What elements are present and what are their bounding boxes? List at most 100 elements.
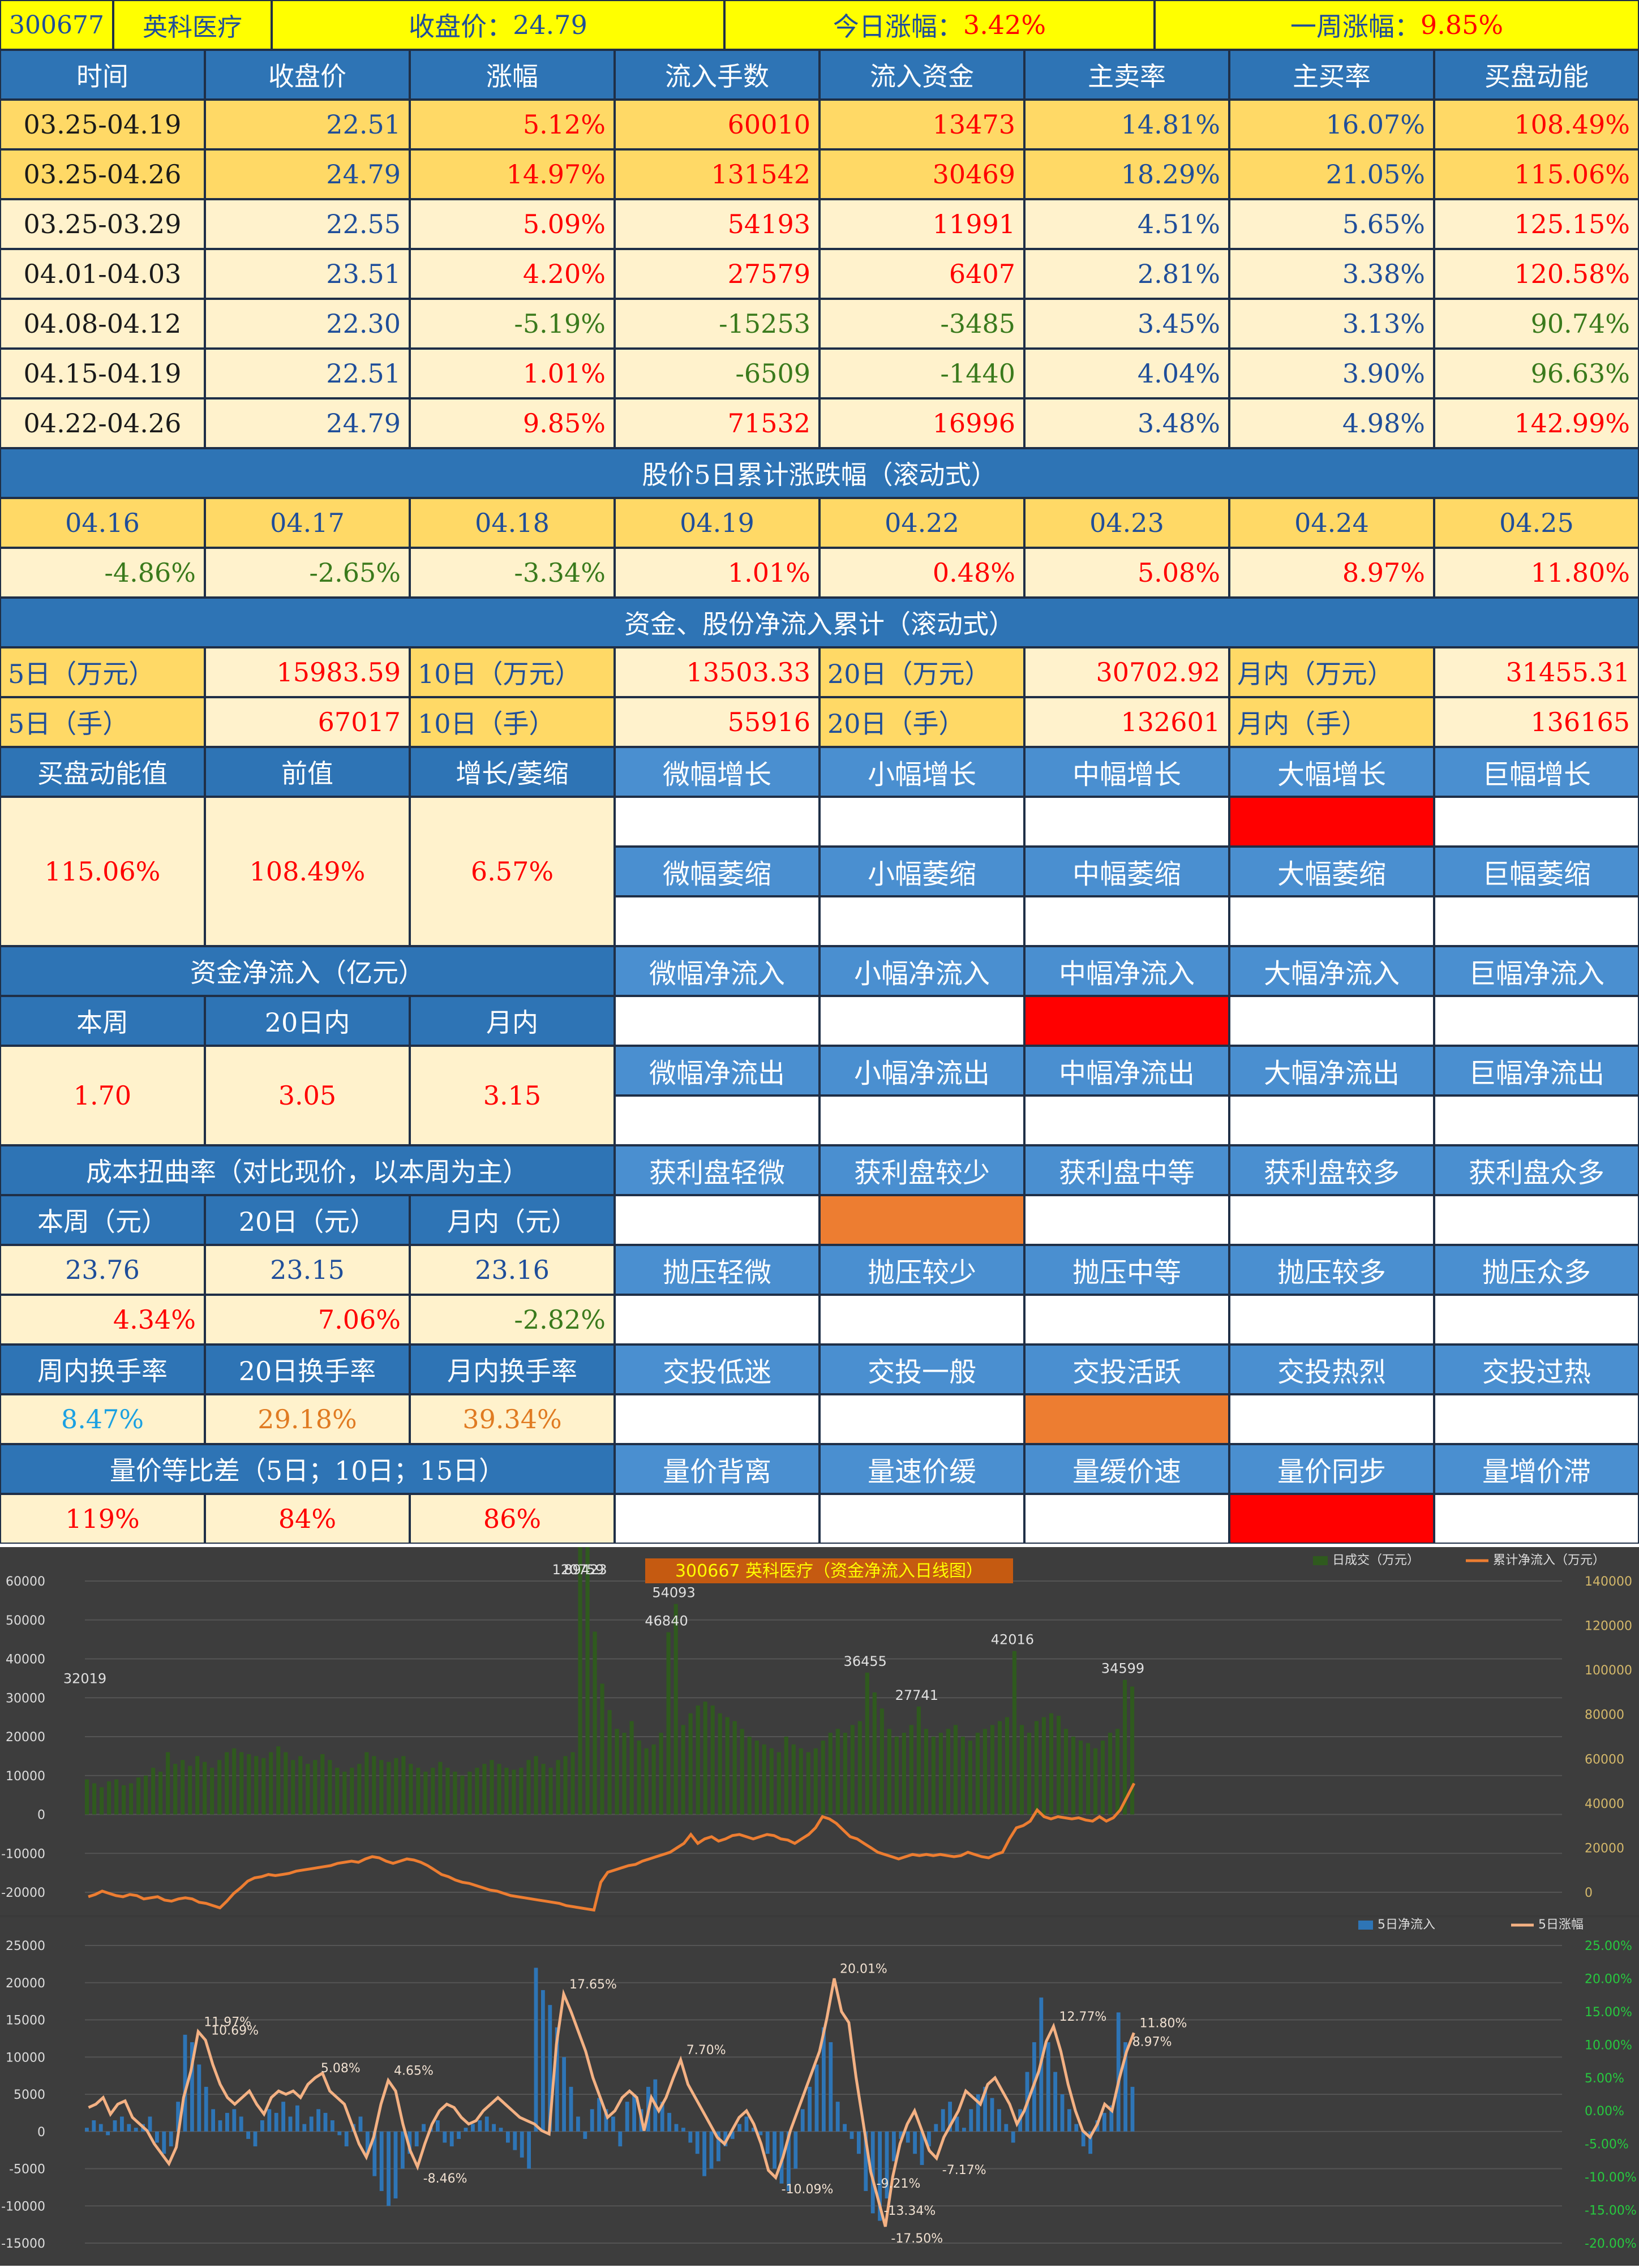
- legend-swatch-bar: [1313, 1556, 1328, 1565]
- bar: [570, 1752, 575, 1815]
- level-label: 交投过热: [1434, 1345, 1639, 1394]
- table-cell: 131542: [615, 149, 820, 199]
- level-indicator: [820, 797, 1024, 847]
- cost-title: 成本扭曲率（对比现价，以本周为主）: [0, 1145, 615, 1195]
- table-cell: 14.97%: [410, 149, 615, 199]
- line-value-label: 8.97%: [1132, 2035, 1172, 2049]
- bar: [931, 1737, 936, 1815]
- bar: [990, 1725, 995, 1815]
- bar: [976, 2094, 980, 2132]
- bar: [372, 1756, 376, 1815]
- rolling5-date: 04.17: [205, 498, 410, 548]
- line-value-label: -7.17%: [942, 2163, 986, 2177]
- level-indicator: [1229, 1394, 1434, 1444]
- bar: [899, 2131, 903, 2139]
- level-indicators: [615, 1096, 1639, 1145]
- bar: [870, 2131, 875, 2214]
- level-label: 大幅增长: [1229, 747, 1434, 797]
- bar: [740, 1729, 744, 1815]
- bar: [776, 1752, 781, 1815]
- bar: [920, 2131, 924, 2165]
- column-header: 收盘价: [205, 50, 410, 100]
- bar: [615, 1729, 619, 1815]
- bar: [158, 1771, 163, 1815]
- level-label: 大幅萎缩: [1229, 847, 1434, 896]
- right-tick-label: 15.00%: [1585, 2005, 1632, 2020]
- bar: [475, 1768, 479, 1815]
- level-indicators: [615, 896, 1639, 946]
- bar: [916, 1706, 921, 1815]
- bar: [765, 2131, 770, 2154]
- bar: [155, 2131, 159, 2143]
- level-label: 交投一般: [820, 1345, 1024, 1394]
- bar: [625, 2102, 629, 2132]
- bar: [490, 1760, 494, 1815]
- bar: [702, 2131, 707, 2176]
- bar: [148, 2116, 152, 2132]
- bar: [457, 2131, 461, 2139]
- table-cell: -15253: [615, 299, 820, 349]
- table-cell: 9.85%: [410, 398, 615, 448]
- cost-rate: 7.06%: [205, 1295, 410, 1345]
- bar: [600, 1683, 604, 1815]
- right-tick-label: 10.00%: [1585, 2038, 1632, 2052]
- level-label: 抛压轻微: [615, 1245, 820, 1295]
- bar: [288, 2116, 293, 2132]
- rolling5-date: 04.23: [1024, 498, 1229, 548]
- table-cell: 22.30: [205, 299, 410, 349]
- line-value-label: 7.70%: [687, 2043, 726, 2057]
- bar: [464, 2128, 468, 2132]
- right-tick-label: 100000: [1585, 1664, 1632, 1678]
- level-indicator: [615, 996, 820, 1046]
- bar-value-label: 27741: [895, 1687, 938, 1703]
- bar: [1041, 1717, 1046, 1815]
- bar: [1011, 2131, 1015, 2143]
- bar: [1093, 1748, 1098, 1815]
- bar: [134, 2128, 138, 2132]
- bar: [254, 1756, 259, 1815]
- bar: [710, 1706, 715, 1815]
- line-value-label: 17.65%: [569, 1978, 617, 1992]
- level-indicator: [1024, 1394, 1229, 1444]
- weekly-table: 时间 收盘价 涨幅 流入手数 流入资金 主卖率 主买率 买盘动能 03.25-04.19 22.…: [0, 50, 1639, 448]
- bar: [850, 1725, 855, 1815]
- bar: [769, 1748, 774, 1815]
- level-indicator: [615, 1096, 820, 1145]
- table-cell: -6509: [615, 349, 820, 398]
- column-header: 流入手数: [615, 50, 820, 100]
- bar: [1100, 1740, 1105, 1815]
- netflow-label: 5日（万元）: [0, 647, 205, 697]
- level-labels: 微幅净流入 小幅净流入 中幅净流入 大幅净流入 巨幅净流入: [615, 946, 1639, 996]
- level-indicator: [1434, 996, 1639, 1046]
- bar: [1130, 2086, 1135, 2132]
- table-row: 03.25-04.19 22.51 5.12% 60010 13473 14.81% 16.…: [0, 100, 1639, 149]
- table-cell: 6407: [820, 249, 1024, 299]
- bar: [556, 1760, 560, 1815]
- bar: [822, 2027, 826, 2132]
- bar: [673, 1604, 678, 1815]
- bar: [864, 2131, 868, 2191]
- level-indicator: [1229, 996, 1434, 1046]
- bar: [122, 1785, 126, 1815]
- chart-title-box: [645, 1558, 1013, 1583]
- level-labels: 交投低迷 交投一般 交投活跃 交投热烈 交投过热: [615, 1345, 1639, 1394]
- bar: [730, 2131, 735, 2139]
- bar: [983, 2086, 988, 2132]
- bar: [169, 2131, 173, 2147]
- fund-block: 资金净流入（亿元） 本周 20日内 月内 1.70 3.05 3.15 微幅净流入 小幅净…: [0, 946, 1639, 1145]
- bar: [681, 1725, 685, 1815]
- table-cell: 27579: [615, 249, 820, 299]
- bar: [497, 1764, 501, 1815]
- bar: [414, 2131, 419, 2147]
- week-change: 一周涨幅： 9.85%: [1155, 0, 1639, 50]
- bar: [725, 1717, 730, 1815]
- level-label: 巨幅净流入: [1434, 946, 1639, 996]
- bar: [1005, 1717, 1010, 1815]
- momentum-header: 买盘动能值: [0, 747, 205, 797]
- bar: [747, 1737, 752, 1815]
- table-cell: 90.74%: [1434, 299, 1639, 349]
- table-cell: 108.49%: [1434, 100, 1639, 149]
- bar: [651, 1744, 656, 1815]
- level-label: 小幅增长: [820, 747, 1024, 797]
- bar: [335, 1768, 340, 1815]
